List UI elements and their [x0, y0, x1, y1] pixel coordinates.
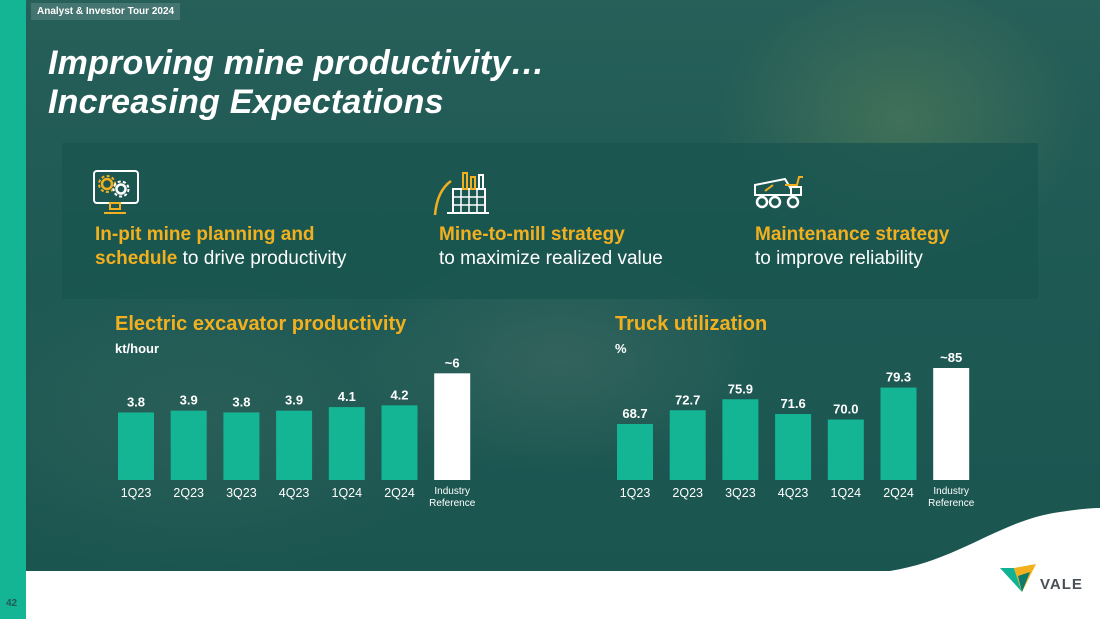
category-label: Industry [933, 486, 969, 497]
category-label: 3Q23 [725, 486, 756, 500]
strategy-text: Maintenance strategy to improve reliabil… [755, 223, 949, 271]
planning-monitor-gears-icon [92, 169, 140, 224]
bar [722, 399, 759, 480]
category-label: 1Q23 [121, 486, 152, 500]
chart-unit-truck: % [615, 341, 627, 356]
category-label: 1Q24 [332, 486, 363, 500]
strategy-description: to maximize realized value [439, 248, 663, 269]
data-label: 4.1 [338, 389, 356, 404]
data-label: 3.8 [232, 394, 250, 409]
data-label: 3.8 [127, 394, 145, 409]
bar [669, 410, 706, 480]
strategy-text: Mine-to-mill strategy to maximize realiz… [439, 223, 663, 271]
chart-title-excavator: Electric excavator productivity [115, 313, 407, 335]
category-label: Industry [434, 486, 470, 497]
strategy-text: In-pit mine planning and schedule to dri… [95, 223, 346, 271]
data-label: 71.6 [780, 396, 805, 411]
strategy-highlight: In-pit mine planning and [95, 224, 315, 245]
chart-0: 3.8 1Q23 3.9 2Q23 3.8 3Q23 3.9 4Q23 4.1 1Q24 4.2 2Q… [118, 355, 476, 509]
slide-title: Improving mine productivity… Increasing … [48, 44, 545, 122]
bar [118, 412, 154, 480]
category-label: 4Q23 [279, 486, 310, 500]
bar-charts: 3.8 1Q23 3.9 2Q23 3.8 3Q23 3.9 4Q23 4.1 1Q24 4.2 2Q… [118, 350, 975, 509]
data-label: ~85 [940, 350, 962, 365]
data-label: 72.7 [675, 392, 700, 407]
page-number: 42 [6, 598, 18, 609]
chart-title-truck: Truck utilization [615, 313, 768, 335]
category-label: 2Q24 [883, 486, 914, 500]
category-label: 3Q23 [226, 486, 257, 500]
category-label: 2Q24 [384, 486, 415, 500]
strategy-highlight: schedule [95, 248, 178, 269]
strategy-panel: In-pit mine planning and schedule to dri… [62, 143, 1038, 299]
strategy-highlight: Mine-to-mill strategy [439, 224, 625, 245]
mill-plant-icon [433, 169, 489, 222]
bar [223, 412, 260, 480]
bar [276, 410, 313, 480]
chart-unit-excavator: kt/hour [115, 341, 160, 356]
data-label: 3.9 [180, 393, 198, 408]
data-label: 4.2 [390, 387, 408, 402]
category-label: 2Q23 [672, 486, 703, 500]
data-label: 68.7 [622, 406, 647, 421]
reference-bar [434, 373, 471, 480]
category-label: Reference [429, 498, 476, 509]
bar [880, 387, 917, 480]
vale-logo-icon [1000, 562, 1040, 601]
haul-truck-icon [751, 169, 805, 218]
bar [328, 407, 365, 480]
bar [775, 414, 812, 480]
reference-bar [933, 368, 970, 480]
side-accent-stripe [0, 0, 26, 619]
bar [617, 424, 653, 480]
brand-wordmark: VALE [1040, 576, 1083, 593]
category-label: 2Q23 [173, 486, 204, 500]
data-label: 70.0 [833, 402, 858, 417]
event-tag: Analyst & Investor Tour 2024 [31, 3, 181, 20]
data-label: 75.9 [728, 381, 753, 396]
title-line-2: Increasing Expectations [48, 83, 444, 121]
strategy-description: to improve reliability [755, 248, 923, 269]
category-label: 1Q24 [831, 486, 862, 500]
bar [381, 405, 418, 480]
category-label: 4Q23 [778, 486, 809, 500]
data-label: 79.3 [886, 370, 911, 385]
category-label: Reference [928, 498, 975, 509]
chart-1: 68.7 1Q23 72.7 2Q23 75.9 3Q23 71.6 4Q23 70.0 1Q24… [617, 350, 975, 509]
bar [827, 419, 864, 480]
category-label: 1Q23 [620, 486, 651, 500]
strategy-highlight: Maintenance strategy [755, 224, 950, 245]
data-label: 3.9 [285, 393, 303, 408]
bar [170, 410, 207, 480]
data-label: ~6 [445, 355, 460, 370]
strategy-description: to drive productivity [177, 248, 347, 269]
title-line-1: Improving mine productivity… [48, 44, 545, 82]
